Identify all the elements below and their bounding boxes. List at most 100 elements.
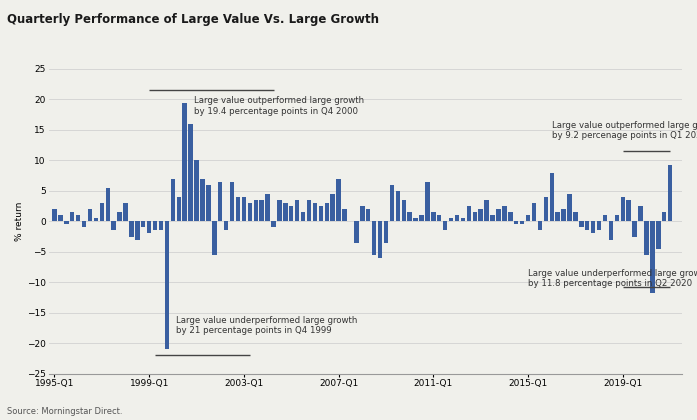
Bar (502, 206, 507, 221)
Bar (544, 197, 548, 221)
Bar (431, 212, 436, 221)
Bar (396, 191, 400, 221)
Bar (514, 221, 519, 224)
Bar (135, 221, 139, 239)
Bar (537, 221, 542, 231)
Bar (242, 197, 246, 221)
Bar (112, 221, 116, 231)
Bar (443, 221, 447, 231)
Bar (183, 103, 187, 221)
Bar (520, 221, 524, 224)
Bar (567, 194, 572, 221)
Bar (455, 215, 459, 221)
Bar (93, 218, 98, 221)
Bar (171, 178, 175, 221)
Bar (638, 206, 643, 221)
Bar (579, 221, 583, 227)
Bar (437, 215, 441, 221)
Bar (70, 212, 75, 221)
Bar (224, 221, 229, 231)
Bar (200, 178, 205, 221)
Bar (58, 215, 63, 221)
Bar (330, 194, 335, 221)
Bar (82, 221, 86, 227)
Bar (277, 200, 282, 221)
Bar (603, 215, 607, 221)
Bar (283, 203, 288, 221)
Bar (64, 221, 68, 224)
Bar (449, 218, 453, 221)
Bar (608, 221, 613, 239)
Bar (259, 200, 264, 221)
Bar (591, 221, 595, 234)
Text: Large value outperformed large growth
by 9.2 percenage points in Q1 2021: Large value outperformed large growth by… (552, 121, 697, 140)
Bar (532, 203, 536, 221)
Bar (490, 215, 495, 221)
Bar (123, 203, 128, 221)
Bar (366, 209, 371, 221)
Bar (597, 221, 602, 231)
Bar (662, 212, 666, 221)
Bar (461, 218, 465, 221)
Bar (129, 221, 134, 236)
Bar (337, 178, 341, 221)
Bar (141, 221, 146, 227)
Bar (632, 221, 637, 236)
Bar (420, 215, 424, 221)
Bar (627, 200, 631, 221)
Bar (408, 212, 412, 221)
Bar (164, 221, 169, 349)
Bar (247, 203, 252, 221)
Text: Source: Morningstar Direct.: Source: Morningstar Direct. (7, 407, 123, 416)
Bar (401, 200, 406, 221)
Bar (301, 212, 305, 221)
Bar (484, 200, 489, 221)
Bar (668, 165, 673, 221)
Bar (573, 212, 578, 221)
Bar (467, 206, 471, 221)
Bar (325, 203, 329, 221)
Bar (615, 215, 619, 221)
Bar (188, 124, 193, 221)
Bar (425, 182, 429, 221)
Bar (656, 221, 661, 249)
Bar (76, 215, 80, 221)
Bar (206, 185, 210, 221)
Bar (561, 209, 566, 221)
Bar (390, 185, 394, 221)
Bar (473, 212, 477, 221)
Text: Quarterly Performance of Large Value Vs. Large Growth: Quarterly Performance of Large Value Vs.… (7, 13, 379, 26)
Bar (479, 209, 483, 221)
Bar (384, 221, 388, 243)
Bar (650, 221, 654, 293)
Bar (549, 173, 554, 221)
Y-axis label: % return: % return (15, 202, 24, 241)
Bar (266, 194, 270, 221)
Bar (117, 212, 122, 221)
Bar (585, 221, 590, 231)
Bar (105, 188, 110, 221)
Bar (271, 221, 276, 227)
Text: Large value outperformed large growth
by 19.4 percentage points in Q4 2000: Large value outperformed large growth by… (194, 96, 364, 116)
Text: Large value underperformed large growth
by 11.8 percentage points in Q2 2020: Large value underperformed large growth … (528, 269, 697, 288)
Bar (52, 209, 56, 221)
Bar (295, 200, 300, 221)
Bar (194, 160, 199, 221)
Bar (88, 209, 92, 221)
Bar (236, 197, 240, 221)
Bar (496, 209, 500, 221)
Bar (212, 221, 217, 255)
Bar (230, 182, 234, 221)
Bar (413, 218, 418, 221)
Bar (372, 221, 376, 255)
Bar (289, 206, 293, 221)
Text: Large value underperformed large growth
by 21 percentage points in Q4 1999: Large value underperformed large growth … (176, 316, 357, 335)
Bar (354, 221, 359, 243)
Bar (147, 221, 151, 234)
Bar (360, 206, 365, 221)
Bar (313, 203, 317, 221)
Bar (526, 215, 530, 221)
Bar (378, 221, 382, 258)
Bar (556, 212, 560, 221)
Bar (176, 197, 181, 221)
